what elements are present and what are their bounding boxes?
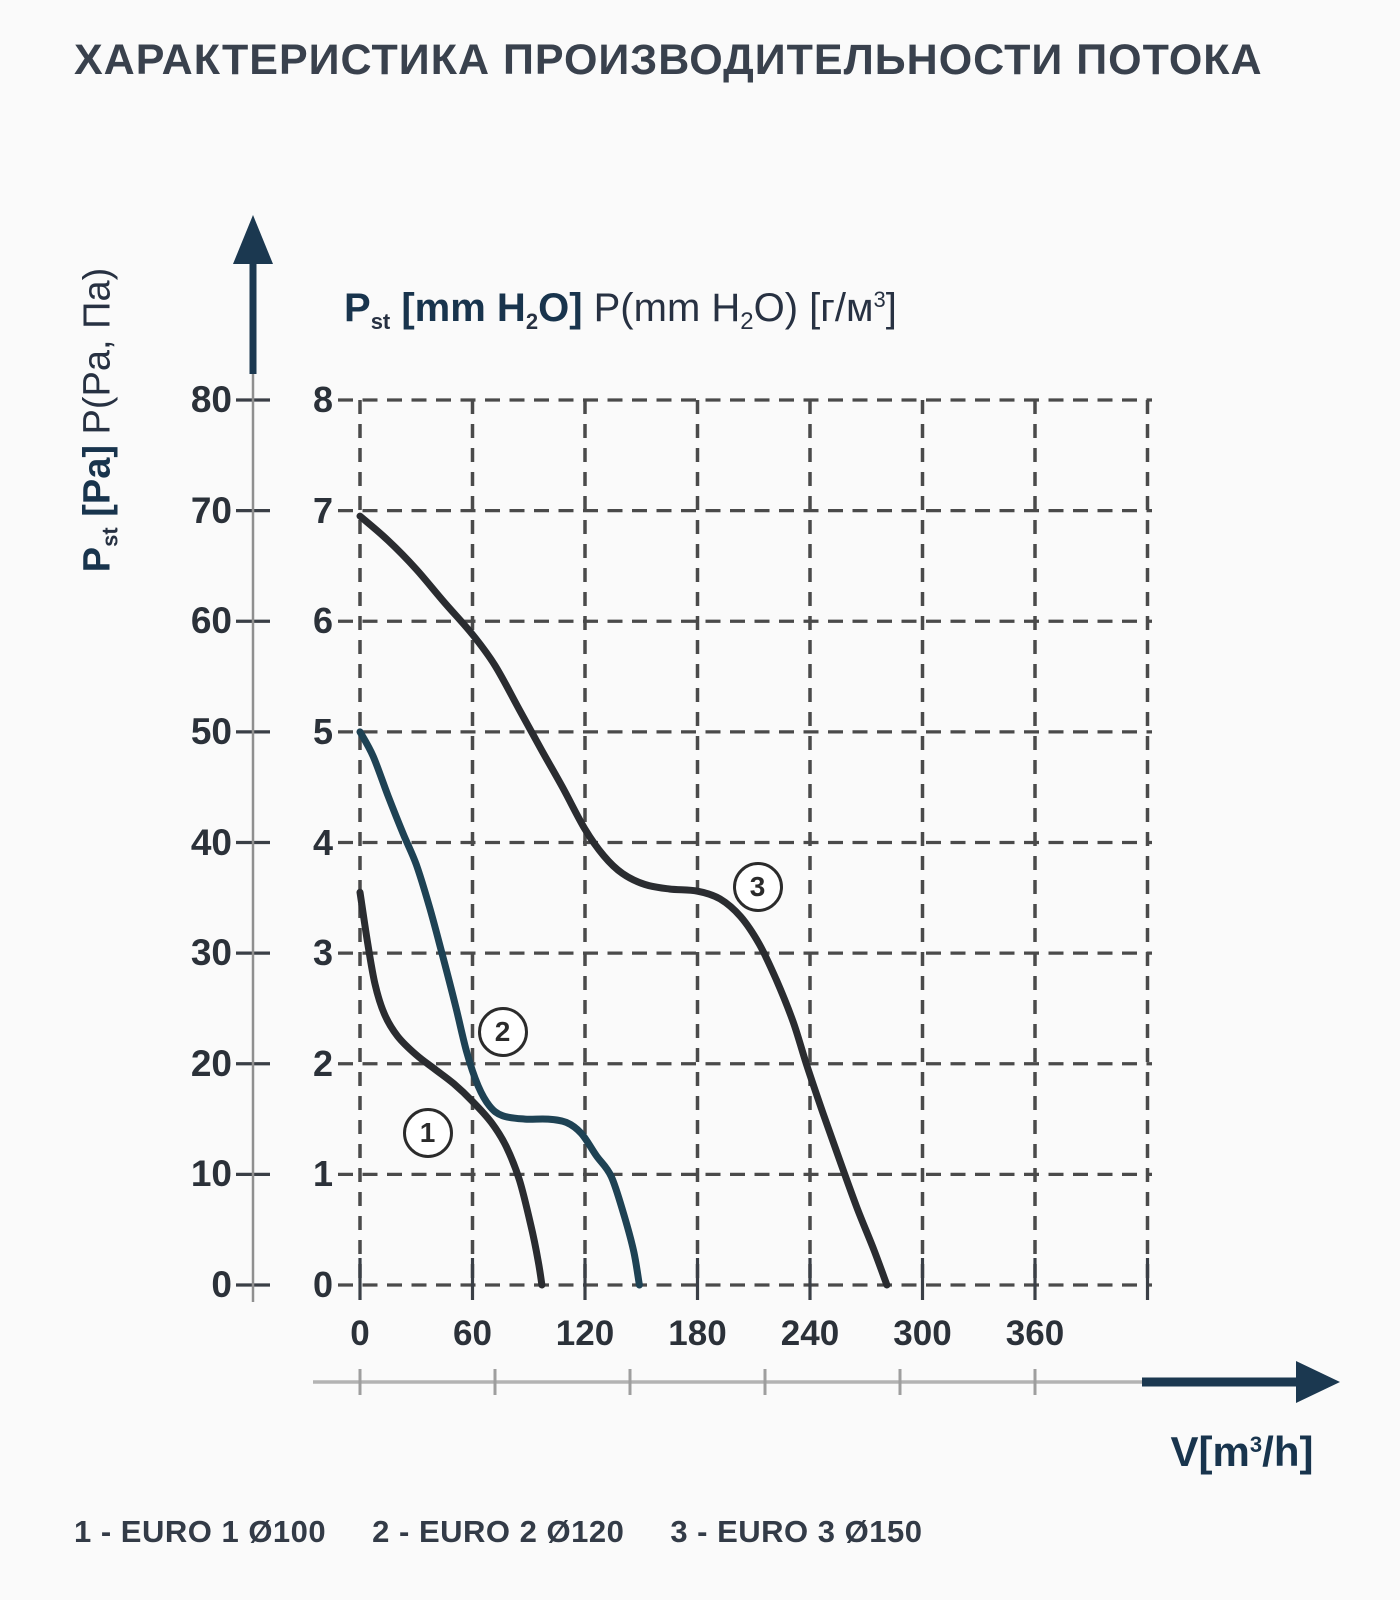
secondary-label-gm: O) [г/м [753, 286, 874, 330]
page-title: ХАРАКТЕРИСТИКА ПРОИЗВОДИТЕЛЬНОСТИ ПОТОКА [74, 36, 1263, 84]
y-tick-pa-50: 50 [190, 710, 232, 752]
curve-marker-3: 3 [732, 861, 783, 912]
primary-label-pa: [Pa] [76, 434, 119, 528]
y-tick-mmh2o-3: 3 [312, 932, 334, 974]
primary-label-ppa: P(Pa, Па) [76, 267, 119, 435]
x-axis-unit-label: V[m3/h] [1171, 1428, 1314, 1476]
y-tick-pa-10: 10 [190, 1153, 232, 1195]
secondary-label-mmh: [mm H [390, 286, 526, 330]
y-tick-pa-40: 40 [190, 821, 232, 863]
y-tick-pa-0: 0 [211, 1264, 232, 1305]
y-tick-pa-80: 80 [190, 379, 232, 420]
y-tick-mmh2o-0: 0 [312, 1264, 334, 1305]
y-tick-mmh2o-7: 7 [312, 489, 334, 531]
secondary-label-p: P [344, 286, 371, 330]
y-tick-pa-60: 60 [190, 600, 232, 642]
x-tick-0: 0 [350, 1314, 370, 1353]
x-tick-240: 240 [780, 1314, 840, 1353]
y-tick-mmh2o-4: 4 [312, 821, 334, 863]
legend-item-2: 2 - EURO 2 Ø120 [372, 1514, 625, 1549]
y-tick-pa-70: 70 [190, 489, 232, 531]
x-unit-b: /h] [1262, 1428, 1314, 1475]
curve-2 [356, 728, 643, 1289]
secondary-label-st: st [370, 309, 391, 334]
y-axis-arrowhead-icon [233, 215, 273, 264]
y-tick-pa-20: 20 [190, 1042, 232, 1084]
legend-item-1: 1 - EURO 1 Ø100 [74, 1514, 327, 1549]
x-tick-300: 300 [893, 1314, 952, 1353]
x-unit-sup: 3 [1249, 1432, 1263, 1457]
secondary-label-close: ] [885, 286, 897, 330]
primary-label-st: st [97, 527, 123, 547]
legend: 1 - EURO 1 Ø100 2 - EURO 2 Ø120 3 - EURO 3… [74, 1514, 968, 1550]
y-tick-pa-30: 30 [190, 932, 232, 974]
legend-item-3: 3 - EURO 3 Ø150 [670, 1514, 923, 1549]
x-axis-arrowhead-icon [1296, 1361, 1340, 1403]
y-tick-mmh2o-5: 5 [312, 710, 334, 752]
secondary-label-sup3: 3 [873, 287, 886, 312]
primary-label-p: P [76, 546, 119, 573]
y-tick-mmh2o-8: 8 [312, 379, 334, 420]
x-tick-360: 360 [1005, 1314, 1065, 1353]
x-tick-120: 120 [555, 1314, 615, 1353]
secondary-label-sub2b: 2 [740, 308, 754, 335]
primary-y-axis-label: Pst [Pa] P(Pa, Па) [77, 268, 124, 573]
y-tick-mmh2o-1: 1 [312, 1153, 334, 1195]
secondary-label-o: O] [538, 286, 594, 330]
secondary-y-axis-label: Pst [mm H2O] P(mm H2O) [г/м3] [344, 286, 897, 336]
curve-1 [356, 888, 546, 1289]
y-tick-mmh2o-2: 2 [312, 1042, 334, 1084]
secondary-label-sub2: 2 [525, 309, 539, 334]
x-tick-60: 60 [453, 1314, 492, 1353]
x-tick-180: 180 [668, 1314, 727, 1353]
x-unit-a: V[m [1170, 1428, 1250, 1475]
curve-marker-1: 1 [402, 1108, 453, 1159]
curve-marker-2: 2 [477, 1006, 528, 1057]
curve-3 [356, 512, 891, 1289]
y-tick-mmh2o-6: 6 [312, 600, 334, 642]
secondary-label-pmmh: P(mm H [593, 286, 741, 330]
